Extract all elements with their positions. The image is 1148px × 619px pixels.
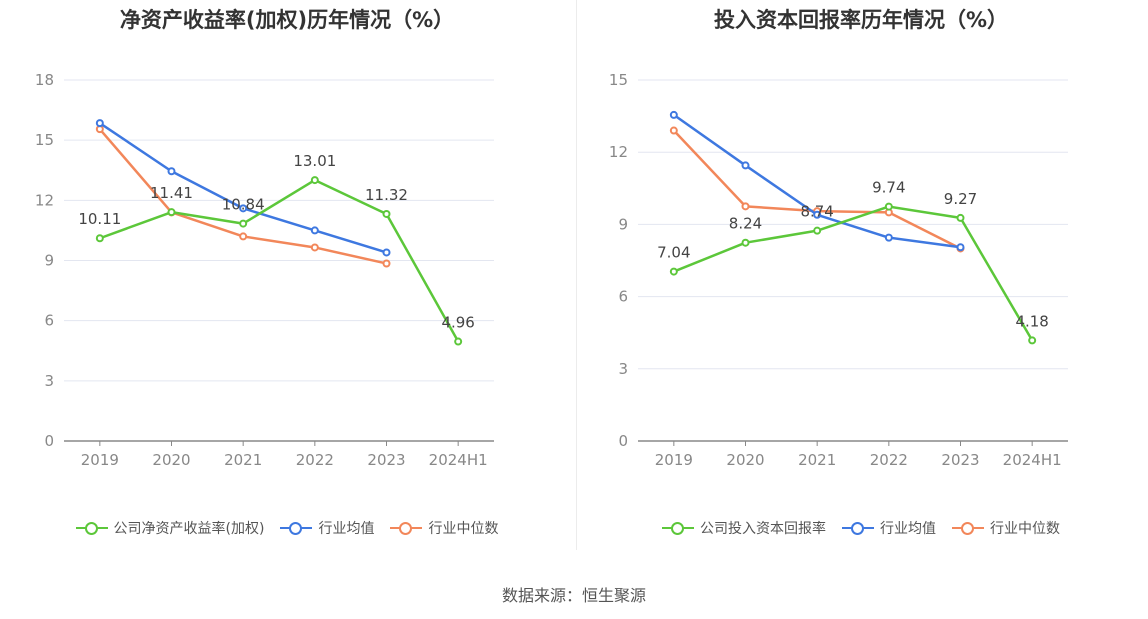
data-point[interactable] bbox=[310, 243, 319, 252]
y-tick-label: 0 bbox=[618, 432, 628, 450]
series-line bbox=[673, 205, 1034, 342]
legend-label: 行业均值 bbox=[318, 521, 375, 537]
y-tick-label: 12 bbox=[609, 143, 628, 161]
data-label: 13.01 bbox=[293, 152, 336, 170]
data-point[interactable] bbox=[382, 248, 391, 257]
y-tick-label: 3 bbox=[44, 372, 54, 390]
data-point[interactable] bbox=[95, 234, 104, 243]
data-label: 4.96 bbox=[441, 314, 474, 332]
legend-item[interactable]: 行业均值 bbox=[842, 518, 936, 538]
data-label: 9.27 bbox=[944, 190, 977, 208]
data-point[interactable] bbox=[454, 337, 463, 346]
y-tick-label: 6 bbox=[44, 312, 54, 330]
x-tick-label: 2024H1 bbox=[1003, 451, 1062, 469]
data-point[interactable] bbox=[239, 219, 248, 228]
data-point[interactable] bbox=[239, 232, 248, 241]
legend-item[interactable]: 行业中位数 bbox=[390, 518, 498, 538]
data-point[interactable] bbox=[669, 110, 678, 119]
data-label: 8.74 bbox=[800, 203, 833, 221]
legend-label: 公司净资产收益率(加权) bbox=[113, 521, 265, 537]
legend-line-marker-icon bbox=[952, 521, 984, 535]
data-point[interactable] bbox=[956, 243, 965, 252]
data-label: 10.84 bbox=[222, 196, 265, 214]
legend-line-marker-icon bbox=[75, 521, 108, 535]
x-tick-label: 2020 bbox=[152, 451, 190, 469]
data-point[interactable] bbox=[956, 213, 965, 222]
roe-line-chart: 0 3 6 9 12 15 18 2019 2020 2021 2022 2023 2024H1 10.1… bbox=[35, 71, 494, 469]
roic-chart-panel: 投入资本回报率历年情况（%） 0 3 6 9 12 15 2019 2020 2021 2022 2… bbox=[574, 0, 1148, 560]
data-point[interactable] bbox=[884, 202, 893, 211]
series-line bbox=[99, 178, 460, 343]
x-tick-label: 2023 bbox=[941, 451, 979, 469]
legend-item[interactable]: 公司净资产收益率(加权) bbox=[75, 518, 265, 538]
y-tick-label: 9 bbox=[618, 215, 628, 233]
data-point[interactable] bbox=[310, 176, 319, 185]
panel-divider bbox=[576, 0, 577, 550]
roic-line-chart: 0 3 6 9 12 15 2019 2020 2021 2022 2023 2024H1 7.04 8.… bbox=[609, 71, 1068, 469]
y-tick-label: 15 bbox=[609, 71, 628, 89]
x-tick-label: 2023 bbox=[367, 451, 405, 469]
y-tick-label: 0 bbox=[44, 432, 54, 450]
x-tick-label: 2024H1 bbox=[429, 451, 488, 469]
y-tick-label: 18 bbox=[35, 71, 54, 89]
data-point[interactable] bbox=[167, 208, 176, 217]
legend-line-marker-icon bbox=[390, 521, 423, 535]
data-label: 8.24 bbox=[729, 215, 762, 233]
y-tick-label: 15 bbox=[35, 131, 54, 149]
legend-line-marker-icon bbox=[662, 521, 694, 535]
legend-label: 行业均值 bbox=[880, 521, 936, 537]
x-tick-label: 2022 bbox=[870, 451, 908, 469]
x-tick-label: 2019 bbox=[81, 451, 119, 469]
legend-item[interactable]: 公司投入资本回报率 bbox=[662, 518, 826, 538]
data-label: 11.32 bbox=[365, 186, 408, 204]
legend-line-marker-icon bbox=[842, 521, 874, 535]
data-point[interactable] bbox=[741, 202, 750, 211]
data-point[interactable] bbox=[813, 226, 822, 235]
data-point[interactable] bbox=[239, 204, 248, 213]
y-tick-label: 6 bbox=[618, 288, 628, 306]
data-label: 10.11 bbox=[78, 210, 121, 228]
legend-line-marker-icon bbox=[280, 521, 313, 535]
data-source-note: 数据来源：恒生聚源 bbox=[501, 586, 646, 605]
legend-label: 行业中位数 bbox=[990, 521, 1060, 537]
legend-item[interactable]: 行业均值 bbox=[280, 518, 374, 538]
data-label: 4.18 bbox=[1015, 312, 1048, 330]
data-label: 9.74 bbox=[872, 179, 905, 197]
y-tick-label: 12 bbox=[35, 191, 54, 209]
x-tick-label: 2021 bbox=[224, 451, 262, 469]
data-point[interactable] bbox=[382, 209, 391, 218]
data-point[interactable] bbox=[95, 119, 104, 128]
roe-chart-panel: 净资产收益率(加权)历年情况（%） 0 3 6 9 12 15 18 2019 2020 2021… bbox=[0, 0, 574, 560]
x-tick-label: 2021 bbox=[798, 451, 836, 469]
data-point[interactable] bbox=[669, 126, 678, 135]
chart-legend: 公司投入资本回报率 行业均值 行业中位数 bbox=[574, 518, 1148, 538]
chart-title: 净资产收益率(加权)历年情况（%） bbox=[119, 8, 455, 32]
data-point[interactable] bbox=[167, 167, 176, 176]
chart-title: 投入资本回报率历年情况（%） bbox=[713, 8, 1009, 32]
data-point[interactable] bbox=[741, 238, 750, 247]
x-tick-label: 2022 bbox=[296, 451, 334, 469]
legend-label: 公司投入资本回报率 bbox=[700, 521, 826, 537]
data-point[interactable] bbox=[1028, 336, 1037, 345]
data-point[interactable] bbox=[884, 233, 893, 242]
data-point[interactable] bbox=[741, 161, 750, 170]
legend-label: 行业中位数 bbox=[428, 521, 499, 537]
data-point[interactable] bbox=[382, 259, 391, 268]
data-point[interactable] bbox=[310, 226, 319, 235]
data-label: 11.41 bbox=[150, 184, 193, 202]
chart-legend: 公司净资产收益率(加权) 行业均值 行业中位数 bbox=[0, 518, 574, 538]
y-tick-label: 9 bbox=[44, 252, 54, 270]
y-tick-label: 3 bbox=[618, 360, 628, 378]
data-label: 7.04 bbox=[657, 244, 690, 262]
x-tick-label: 2019 bbox=[655, 451, 693, 469]
data-point[interactable] bbox=[669, 267, 678, 276]
data-point[interactable] bbox=[813, 210, 822, 219]
legend-item[interactable]: 行业中位数 bbox=[952, 518, 1060, 538]
x-tick-label: 2020 bbox=[726, 451, 764, 469]
